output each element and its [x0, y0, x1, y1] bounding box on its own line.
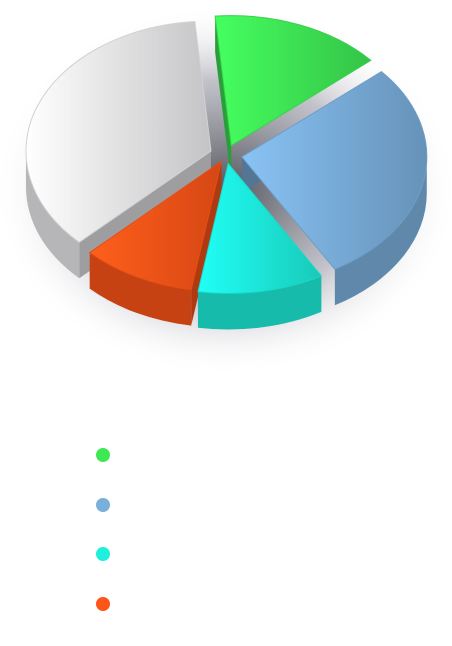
legend-item[interactable] [96, 448, 396, 498]
legend-item[interactable] [96, 498, 396, 548]
legend-swatch [96, 448, 110, 462]
chart-legend [96, 448, 396, 646]
pie-chart-svg [0, 0, 452, 380]
legend-swatch [96, 547, 110, 561]
legend-swatch [96, 597, 110, 611]
legend-item[interactable] [96, 597, 396, 646]
legend-swatch [96, 498, 110, 512]
pie-chart [0, 0, 452, 380]
legend-item[interactable] [96, 547, 396, 597]
